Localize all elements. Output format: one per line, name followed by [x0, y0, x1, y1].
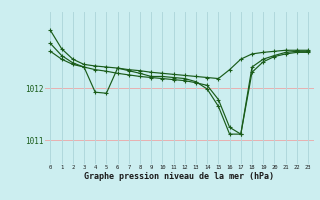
X-axis label: Graphe pression niveau de la mer (hPa): Graphe pression niveau de la mer (hPa) [84, 172, 274, 181]
